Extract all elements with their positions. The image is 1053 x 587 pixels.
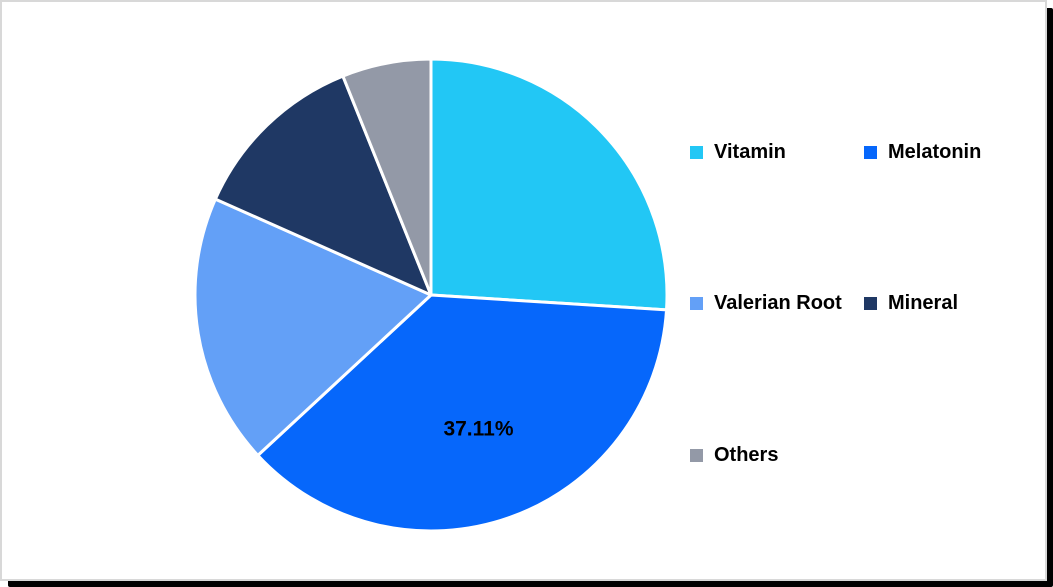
pie-slice-valerian-root	[193, 197, 433, 457]
legend-item-valerian-root: Valerian Root	[690, 293, 842, 313]
legend-item-mineral: Mineral	[864, 293, 958, 313]
legend-swatch-mineral	[864, 296, 877, 310]
legend-item-melatonin: Melatonin	[864, 142, 981, 162]
legend-label-vitamin: Vitamin	[714, 141, 786, 163]
legend-item-others: Others	[690, 445, 778, 465]
pie-slice-mineral	[213, 74, 433, 297]
legend-label-others: Others	[714, 444, 779, 466]
legend-label-valerian-root: Valerian Root	[714, 292, 842, 314]
legend-item-vitamin: Vitamin	[690, 142, 786, 162]
legend-label-melatonin: Melatonin	[888, 141, 982, 163]
legend-swatch-vitamin	[690, 145, 703, 159]
pie-slice-vitamin	[429, 57, 669, 312]
legend-swatch-valerian-root	[690, 296, 703, 310]
legend-swatch-melatonin	[864, 145, 877, 159]
data-label-melatonin: 37.11%	[443, 417, 513, 440]
pie-slice-melatonin	[256, 293, 669, 533]
pie-slice-others	[341, 57, 433, 297]
legend-label-mineral: Mineral	[888, 292, 959, 314]
legend-swatch-others	[690, 448, 703, 462]
